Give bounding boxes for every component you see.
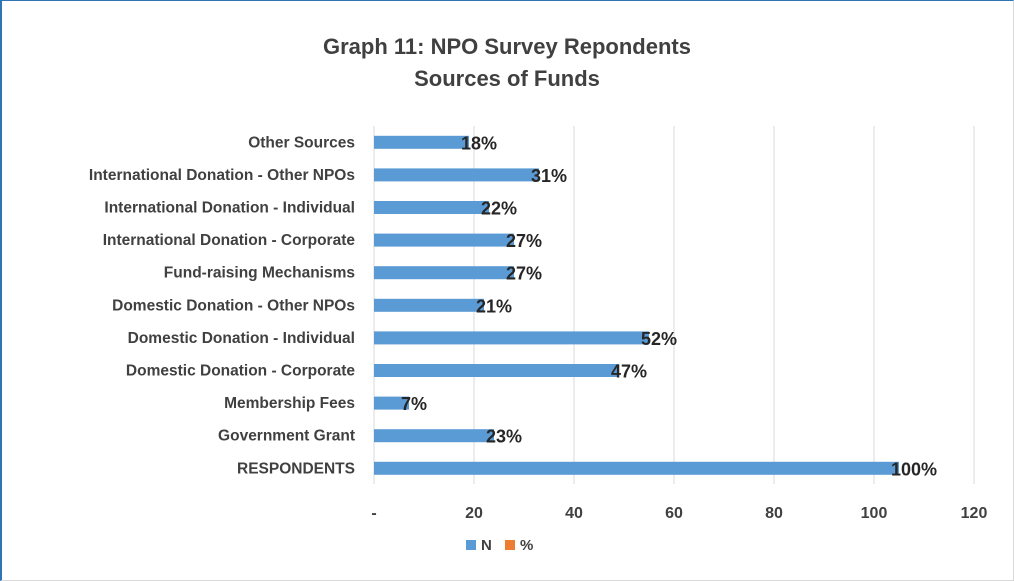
data-label: 100% — [891, 459, 937, 479]
data-label: 22% — [481, 199, 517, 219]
category-label: Government Grant — [218, 428, 355, 445]
category-label: RESPONDENTS — [237, 460, 355, 477]
category-label: Domestic Donation - Corporate — [126, 363, 355, 380]
chart-title-line2: Sources of Funds — [414, 66, 600, 91]
x-tick-label: 100 — [861, 505, 888, 522]
bar-N — [374, 233, 514, 247]
category-label: International Donation - Other NPOs — [89, 167, 355, 184]
data-label: 18% — [461, 133, 497, 153]
bar-N — [374, 201, 489, 214]
legend-label-N: N — [481, 537, 492, 554]
bar-N — [374, 331, 649, 345]
chart-title-line1: Graph 11: NPO Survey Repondents — [323, 34, 691, 59]
legend-label-percent: % — [520, 537, 533, 554]
bar-N — [374, 298, 484, 312]
category-label: International Donation - Corporate — [103, 232, 356, 249]
bar-N — [374, 461, 899, 475]
category-label: Fund-raising Mechanisms — [164, 265, 355, 282]
bar-N — [374, 429, 494, 443]
x-tick-label: 80 — [765, 505, 783, 522]
x-tick-label: 40 — [565, 505, 583, 522]
data-label: 31% — [531, 166, 567, 186]
x-tick-label: 60 — [665, 505, 683, 522]
x-tick-label: 120 — [961, 505, 988, 522]
category-label: Domestic Donation - Other NPOs — [112, 297, 355, 314]
bar-N — [374, 364, 619, 377]
data-label: 21% — [476, 296, 512, 316]
data-label: 23% — [486, 427, 522, 447]
bar-N — [374, 168, 539, 182]
category-label: Other Sources — [248, 134, 355, 151]
bar-N — [374, 396, 409, 410]
category-label: Membership Fees — [224, 395, 355, 412]
bar-N — [374, 135, 469, 149]
x-tick-label: 20 — [465, 505, 483, 522]
x-tick-label: - — [371, 505, 376, 522]
data-label: 27% — [506, 264, 542, 284]
data-label: 52% — [641, 329, 677, 349]
data-label: 47% — [611, 362, 647, 382]
legend-swatch-N — [466, 540, 476, 550]
legend-swatch-percent — [505, 540, 515, 550]
category-label: International Donation - Individual — [104, 200, 355, 217]
category-label: Domestic Donation - Individual — [128, 330, 355, 347]
data-label: 7% — [401, 394, 427, 414]
bar-N — [374, 266, 514, 280]
data-label: 27% — [506, 231, 542, 251]
